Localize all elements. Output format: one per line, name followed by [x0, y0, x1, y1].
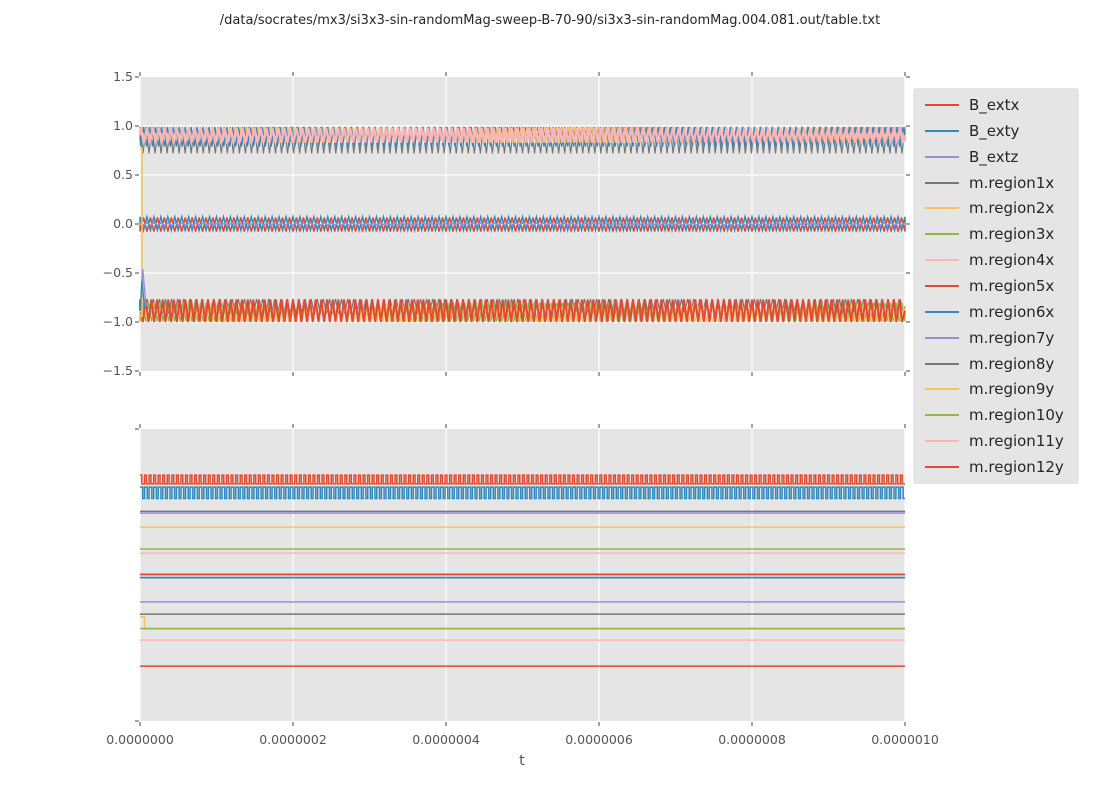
legend-line-swatch: [925, 440, 959, 443]
y-tick-label: 0.5: [113, 167, 133, 182]
legend-line-swatch: [925, 310, 959, 313]
x-tick-label: 0.0000010: [871, 732, 939, 747]
x-tick-label: 0.0000008: [718, 732, 786, 747]
legend-line-swatch: [925, 414, 959, 417]
legend-line-swatch: [925, 284, 959, 287]
legend-item-label: m.region4x: [969, 251, 1055, 270]
y-tick-label: −1.0: [102, 314, 133, 329]
legend-line-swatch: [925, 103, 959, 106]
legend-item: m.region6x: [925, 300, 1079, 324]
figure-title: /data/socrates/mx3/si3x3-sin-randomMag-s…: [219, 13, 881, 28]
legend-item-label: m.region5x: [969, 276, 1055, 295]
series-b-extx: [140, 474, 905, 485]
series-m-region9y: [140, 616, 905, 630]
legend-item: m.region11y: [925, 429, 1079, 453]
legend-item-label: B_extx: [969, 95, 1020, 114]
legend-line-swatch: [925, 155, 959, 158]
series-b-exty: [140, 486, 905, 500]
y-tick-label: 0.0: [113, 216, 133, 231]
series-m-region2x-initial-transient: [140, 147, 143, 318]
series-b-exty: [139, 213, 906, 234]
legend-item-label: m.region12y: [969, 457, 1064, 476]
legend-item-label: m.region2x: [969, 199, 1055, 218]
legend-item: m.region2x: [925, 196, 1079, 220]
legend-line-swatch: [925, 181, 959, 184]
legend-item: B_extx: [925, 93, 1079, 117]
legend-line-swatch: [925, 233, 959, 236]
legend-item-label: m.region7y: [969, 328, 1055, 347]
legend-line-swatch: [925, 362, 959, 365]
series-b-extz: [139, 221, 906, 227]
legend-item: m.region8y: [925, 352, 1079, 376]
legend-line-swatch: [925, 388, 959, 391]
y-tick-label: −1.5: [102, 363, 133, 378]
y-tick-label: −0.5: [102, 265, 133, 280]
series-m-region5x: [139, 217, 906, 232]
legend-line-swatch: [925, 465, 959, 468]
legend-item-label: m.region11y: [969, 432, 1064, 451]
legend-item: B_extz: [925, 145, 1079, 169]
y-tick-label: 1.0: [113, 118, 133, 133]
legend-line-swatch: [925, 259, 959, 262]
legend-item: m.region1x: [925, 171, 1079, 195]
legend-item: m.region4x: [925, 248, 1079, 272]
legend-item: m.region3x: [925, 222, 1079, 246]
legend-item-label: m.region10y: [969, 406, 1064, 425]
legend-line-swatch: [925, 129, 959, 132]
x-tick-label: 0.0000002: [259, 732, 327, 747]
legend-item: m.region9y: [925, 377, 1079, 401]
bottom-plot-canvas: [135, 424, 906, 726]
series-m-region6x-initial-transient: [139, 280, 146, 311]
series-b-extx: [139, 299, 906, 323]
legend-item-label: m.region6x: [969, 302, 1055, 321]
y-tick-label: 1.5: [113, 69, 133, 84]
legend-item-label: m.region8y: [969, 354, 1055, 373]
legend-item: m.region12y: [925, 455, 1079, 479]
x-tick-label: 0.0000000: [106, 732, 174, 747]
series-m-region3x: [139, 302, 906, 322]
x-tick-label: 0.0000006: [565, 732, 633, 747]
legend-item: B_exty: [925, 119, 1079, 143]
legend-item: m.region7y: [925, 326, 1079, 350]
legend-item-label: m.region1x: [969, 173, 1055, 192]
x-axis-label: t: [519, 753, 525, 769]
legend-line-swatch: [925, 336, 959, 339]
legend-item-label: B_exty: [969, 121, 1020, 140]
legend-line-swatch: [925, 207, 959, 210]
x-tick-label: 0.0000004: [412, 732, 480, 747]
legend-item: m.region5x: [925, 274, 1079, 298]
legend-item-label: m.region3x: [969, 225, 1055, 244]
legend: B_extx B_exty B_extz m.region1x m.region2x m.…: [913, 88, 1079, 484]
legend-item-label: m.region9y: [969, 380, 1055, 399]
series-m-region4x: [138, 127, 907, 143]
legend-item-label: B_extz: [969, 147, 1019, 166]
legend-item: m.region10y: [925, 403, 1079, 427]
top-plot-canvas: [135, 72, 910, 376]
top-plot: [135, 72, 910, 376]
bottom-plot: [135, 424, 906, 726]
